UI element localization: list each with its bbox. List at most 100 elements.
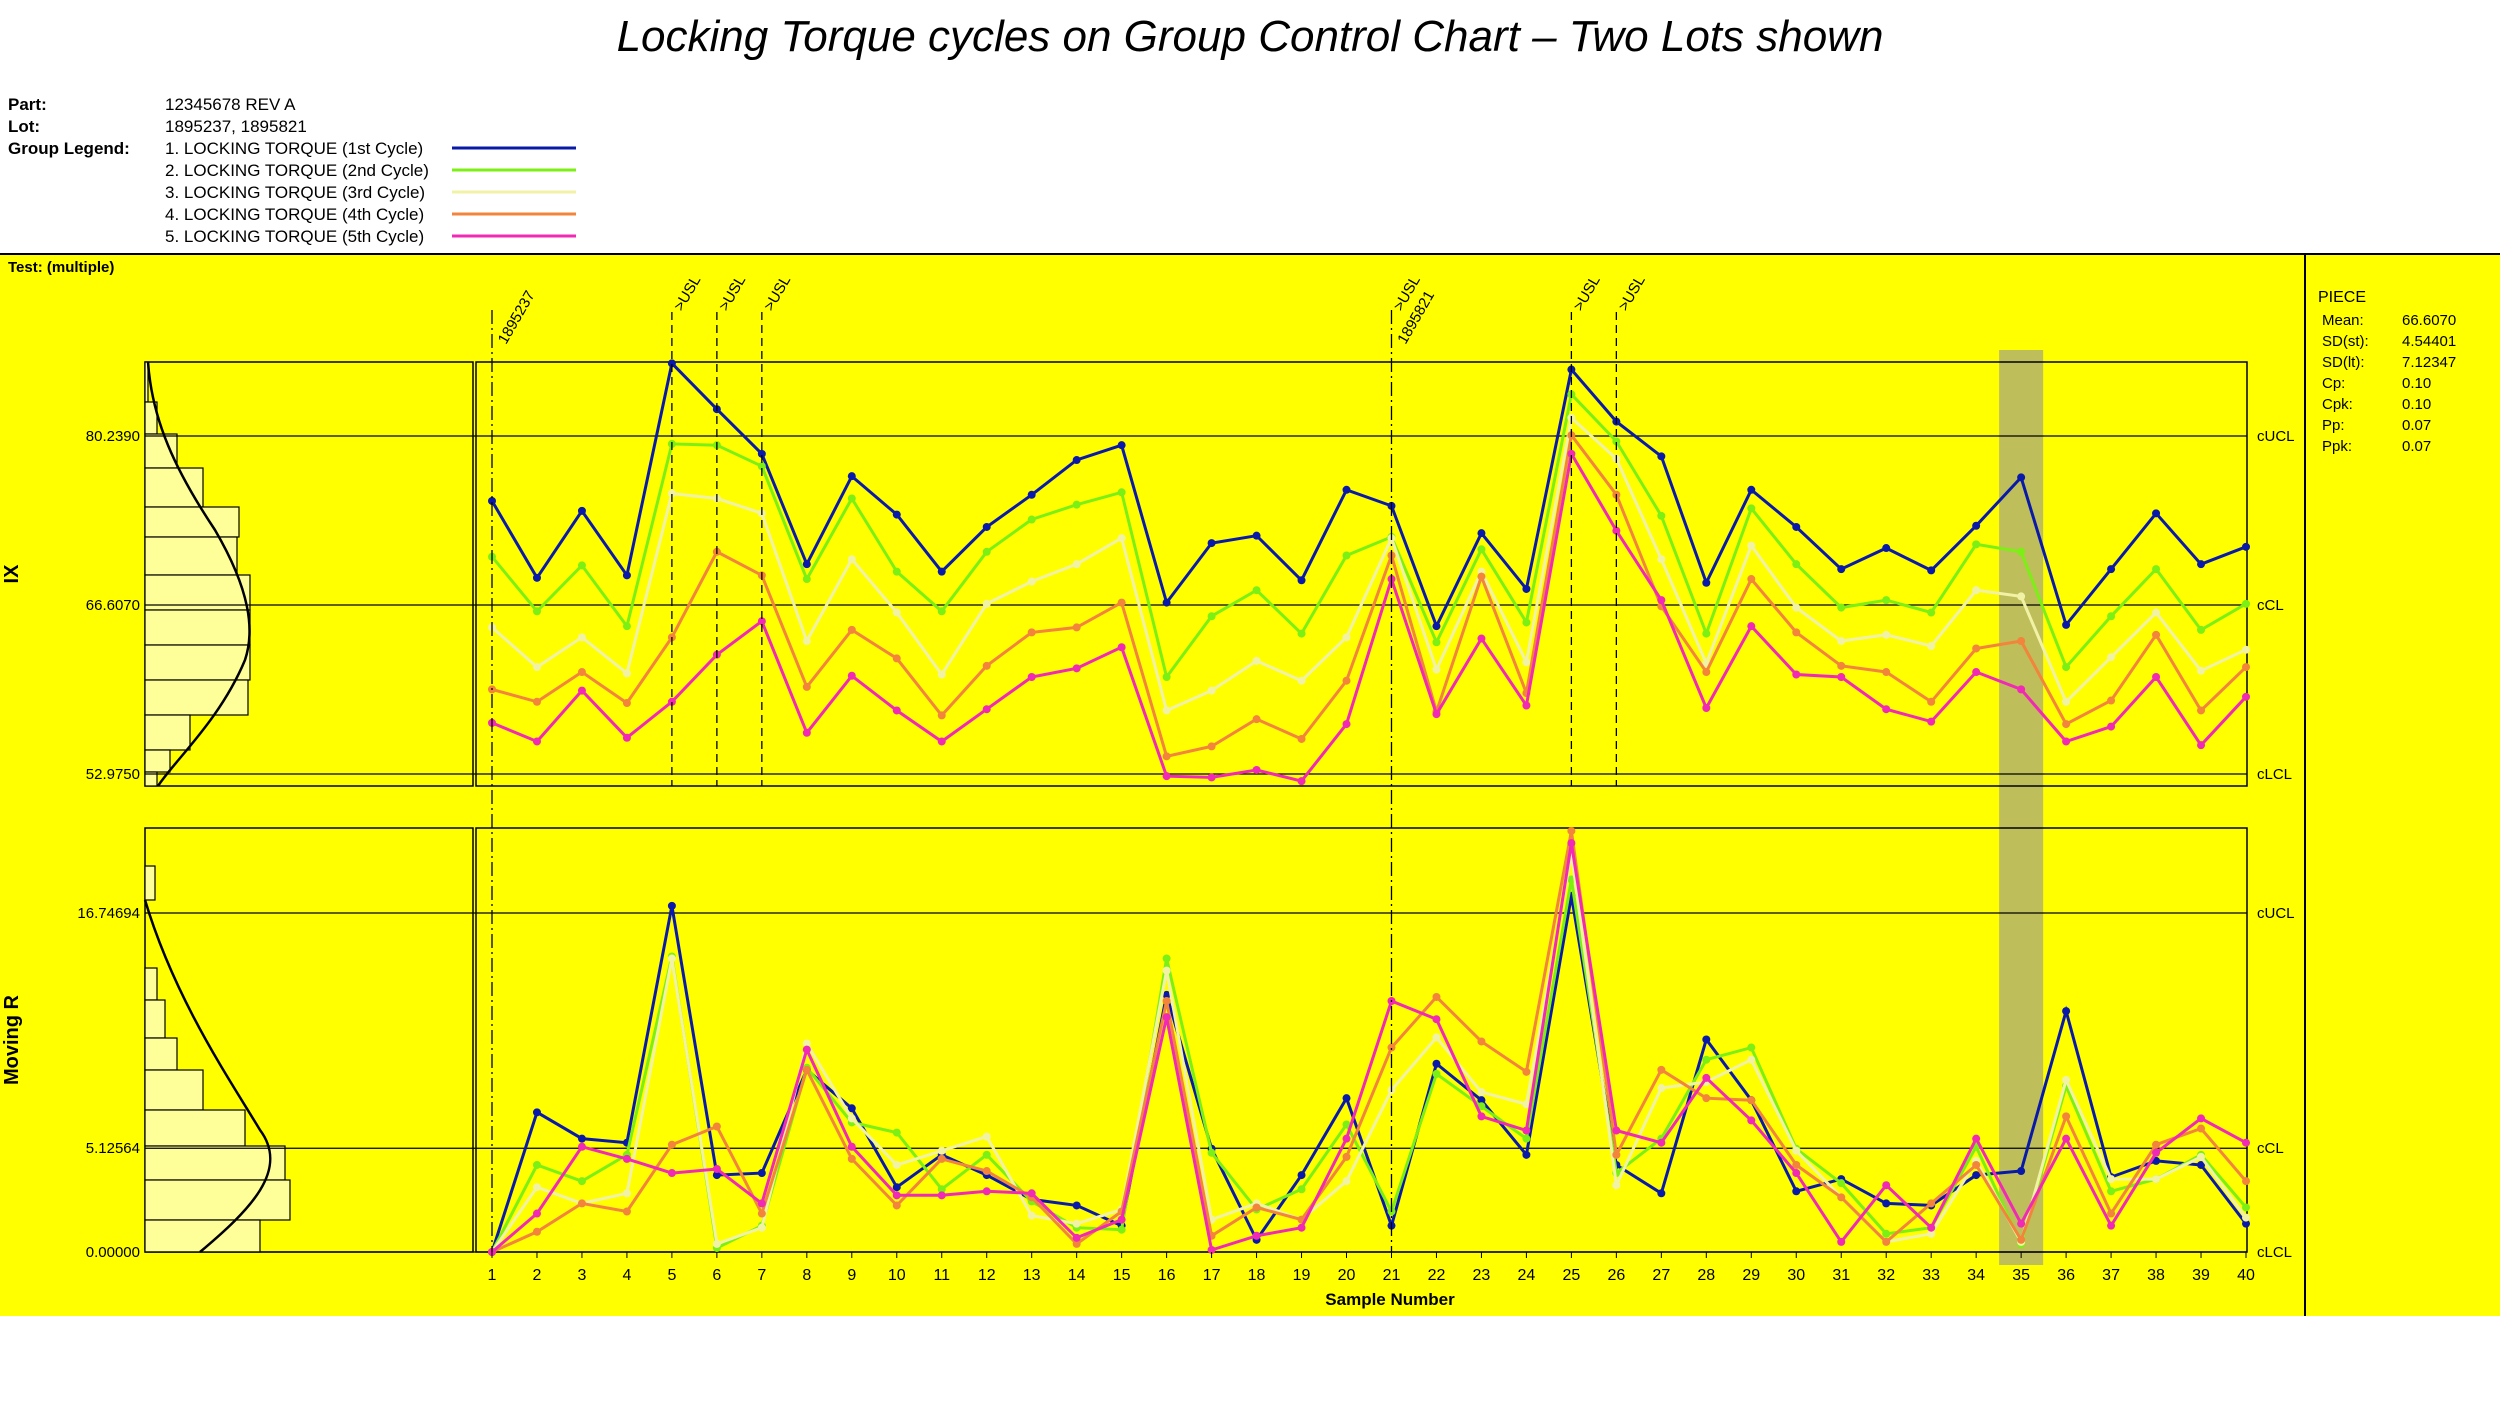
ix-data-point <box>1072 560 1081 569</box>
ix-data-point <box>1342 720 1351 729</box>
x-tick-label: 15 <box>1113 1267 1131 1284</box>
mr-data-point <box>1027 1211 1036 1220</box>
mr-data-point <box>1072 1201 1081 1210</box>
stats-value: 0.10 <box>2402 396 2431 413</box>
mr-data-point <box>1702 1094 1711 1103</box>
ix-data-point <box>802 728 811 737</box>
ix-plot-frame <box>475 361 2248 787</box>
mr-data-point <box>1162 966 1171 975</box>
mr-data-point <box>1297 1185 1306 1194</box>
legend-entry-label: 5. LOCKING TORQUE (5th Cycle) <box>165 227 424 246</box>
mr-data-point <box>2242 1219 2250 1228</box>
ix-data-point <box>1747 485 1756 494</box>
ix-data-point <box>2017 473 2026 482</box>
ix-data-point <box>1657 452 1666 461</box>
ix-data-point <box>1207 686 1216 695</box>
ix-data-point <box>667 359 676 368</box>
ix-data-point <box>982 705 991 714</box>
x-tick-label: 22 <box>1428 1267 1446 1284</box>
control-limit-label: cLCL <box>2257 766 2292 783</box>
ix-data-point <box>1702 578 1711 587</box>
mr-data-point <box>2062 1007 2071 1016</box>
ix-data-point <box>1297 734 1306 743</box>
mr-data-point <box>1612 1126 1621 1135</box>
ix-data-point <box>1252 715 1261 724</box>
x-tick-label: 28 <box>1697 1267 1715 1284</box>
mr-data-point <box>1477 1096 1486 1105</box>
mr-data-point <box>2107 1209 2116 1218</box>
mr-data-point <box>1432 992 1441 1001</box>
mr-data-point <box>2197 1160 2206 1169</box>
x-tick-label: 13 <box>1023 1267 1041 1284</box>
ix-data-point <box>1837 603 1846 612</box>
x-tick-label: 5 <box>667 1267 676 1284</box>
mr-data-point <box>1702 1073 1711 1082</box>
ix-data-point <box>1972 586 1981 595</box>
mr-data-point <box>892 1191 901 1200</box>
mr-data-point <box>577 1142 586 1151</box>
mr-data-point <box>2107 1187 2116 1196</box>
mr-data-point <box>712 1171 721 1180</box>
ix-plot: 80.2390 cUCL 66.6070 cCL 52.9750 cLCL <box>86 359 2295 786</box>
mr-data-point <box>1432 1059 1441 1068</box>
mr-data-point <box>1792 1160 1801 1169</box>
ix-data-point <box>802 682 811 691</box>
ix-data-point <box>802 637 811 646</box>
ix-data-point <box>892 706 901 715</box>
ix-data-point <box>1972 668 1981 677</box>
ix-data-point <box>1702 629 1711 638</box>
ix-data-point <box>2242 692 2250 701</box>
ix-data-point <box>2197 625 2206 634</box>
ix-data-point <box>622 699 631 708</box>
ix-data-point <box>1117 441 1126 450</box>
ix-data-point <box>2152 509 2161 518</box>
ix-data-point <box>622 571 631 580</box>
mr-data-point <box>2062 1134 2071 1143</box>
ix-data-point <box>2197 741 2206 750</box>
mr-data-point <box>1702 1035 1711 1044</box>
lot-value: 1895237, 1895821 <box>165 117 307 136</box>
ix-data-point <box>757 449 766 458</box>
mr-data-point <box>982 1132 991 1141</box>
ix-data-point <box>667 697 676 706</box>
ix-data-point <box>1927 717 1936 726</box>
ix-data-point <box>1297 576 1306 585</box>
mr-data-point <box>937 1191 946 1200</box>
ix-data-point <box>1747 575 1756 584</box>
ix-data-point <box>1117 534 1126 543</box>
ix-data-point <box>1612 437 1621 446</box>
ix-data-point <box>1342 551 1351 560</box>
mr-data-point <box>1972 1134 1981 1143</box>
ix-data-point <box>532 697 541 706</box>
mr-data-point <box>622 1189 631 1198</box>
ix-data-point <box>1927 641 1936 650</box>
ix-data-point <box>2242 542 2250 551</box>
ix-data-point <box>847 472 856 481</box>
ix-data-point <box>982 661 991 670</box>
x-tick-label: 7 <box>757 1267 766 1284</box>
stats-panel: PIECE Mean: 66.6070 SD(st): 4.54401 SD(lt): 7… <box>2318 289 2456 455</box>
control-limit-label: cUCL <box>2257 428 2295 445</box>
ix-data-point <box>1927 566 1936 575</box>
y-tick-label: 80.2390 <box>86 428 140 445</box>
mr-data-point <box>622 1154 631 1163</box>
ix-series-line <box>490 360 2247 631</box>
mr-data-point <box>802 1045 811 1054</box>
ix-data-point <box>1882 630 1891 639</box>
histogram-bar <box>144 433 178 469</box>
ix-data-point <box>532 663 541 672</box>
mr-data-point <box>1342 1152 1351 1161</box>
ix-data-point <box>1342 485 1351 494</box>
mr-data-point <box>2017 1219 2026 1228</box>
mr-data-point <box>1927 1229 1936 1238</box>
control-limit-label: cCL <box>2257 597 2284 614</box>
mr-data-point <box>667 954 676 963</box>
mr-data-point <box>2017 1235 2026 1244</box>
y-tick-label: 5.12564 <box>86 1140 140 1157</box>
ix-data-point <box>1117 488 1126 497</box>
x-tick-label: 29 <box>1742 1267 1760 1284</box>
mr-data-point <box>757 1209 766 1218</box>
lot-label: Lot: <box>8 117 40 136</box>
chart-background <box>0 254 2500 1316</box>
ix-data-point <box>1882 668 1891 677</box>
